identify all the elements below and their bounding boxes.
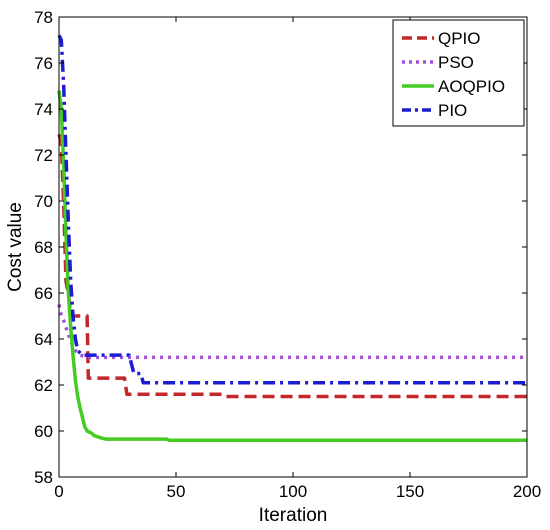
x-axis-label: Iteration — [259, 505, 328, 526]
y-tick-label: 72 — [34, 146, 53, 165]
y-tick-label: 64 — [34, 330, 53, 349]
y-tick-label: 68 — [34, 238, 53, 257]
y-axis-label: Cost value — [5, 202, 26, 292]
legend-label-aoqpio: AOQPIO — [438, 77, 505, 96]
legend: QPIO PSO AOQPIO PIO — [392, 19, 525, 127]
series-line-qpio — [57, 133, 527, 399]
y-tick-label: 76 — [34, 54, 53, 73]
y-tick-label: 74 — [34, 100, 53, 119]
legend-box — [392, 19, 525, 127]
legend-label-qpio: QPIO — [438, 29, 481, 48]
x-tick-label: 100 — [279, 482, 307, 501]
y-tick-label: 78 — [34, 8, 53, 27]
plot-lines — [57, 34, 527, 442]
legend-label-pso: PSO — [438, 53, 474, 72]
y-tick-label: 70 — [34, 192, 53, 211]
series-line-pio — [57, 34, 527, 385]
y-tick-label: 66 — [34, 284, 53, 303]
x-tick-label: 50 — [167, 482, 186, 501]
series-line-aoqpio — [57, 90, 527, 442]
y-tick-label: 58 — [34, 468, 53, 487]
axis-ticks: 0 50 100 150 200 58 60 62 64 66 68 70 72 74 76 78 — [34, 8, 541, 501]
series-line-pso — [57, 304, 527, 360]
y-tick-label: 60 — [34, 422, 53, 441]
x-tick-label: 150 — [396, 482, 424, 501]
x-tick-label: 0 — [54, 482, 63, 501]
y-tick-label: 62 — [34, 376, 53, 395]
legend-label-pio: PIO — [438, 101, 467, 120]
x-tick-label: 200 — [513, 482, 541, 501]
